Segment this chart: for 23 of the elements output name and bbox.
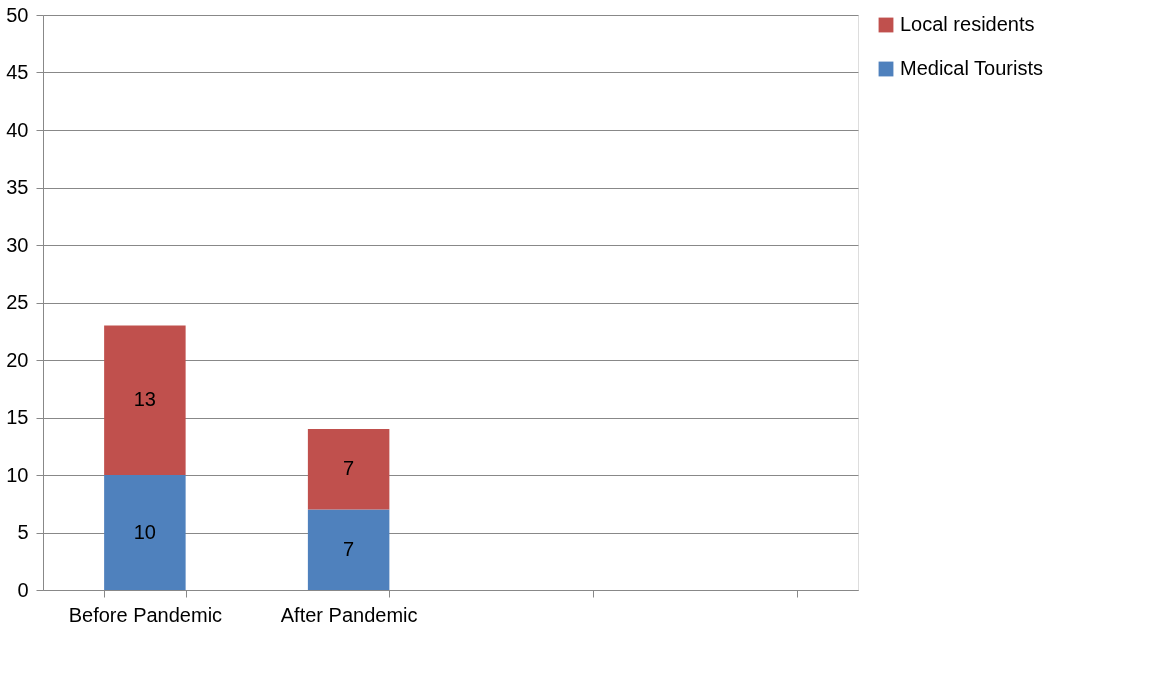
y-tick-label: 5 xyxy=(17,521,29,543)
data-label: 13 xyxy=(133,388,156,411)
y-tick-label: 40 xyxy=(6,118,29,141)
y-tick-label: 25 xyxy=(6,291,29,313)
data-label: 7 xyxy=(343,537,355,560)
data-label: 7 xyxy=(343,457,355,480)
y-tick-label: 10 xyxy=(6,463,29,486)
bar xyxy=(307,429,390,510)
y-tick-label: 15 xyxy=(6,406,29,428)
bar xyxy=(104,475,186,590)
y-tick-label: 30 xyxy=(6,233,29,256)
x-tick-label: After Pandemic xyxy=(280,603,418,626)
data-label: 10 xyxy=(133,520,156,543)
y-tick-label: 0 xyxy=(17,578,29,601)
y-tick-label: 45 xyxy=(6,61,29,83)
y-tick-label: 20 xyxy=(6,348,29,371)
bar xyxy=(307,509,390,590)
bar xyxy=(104,325,186,475)
legend-label: Medical Tourists xyxy=(900,57,1044,79)
x-tick-label: Before Pandemic xyxy=(68,603,223,626)
y-tick-label: 50 xyxy=(6,3,29,26)
legend-label: Local residents xyxy=(900,13,1035,35)
y-tick-label: 35 xyxy=(6,176,29,198)
